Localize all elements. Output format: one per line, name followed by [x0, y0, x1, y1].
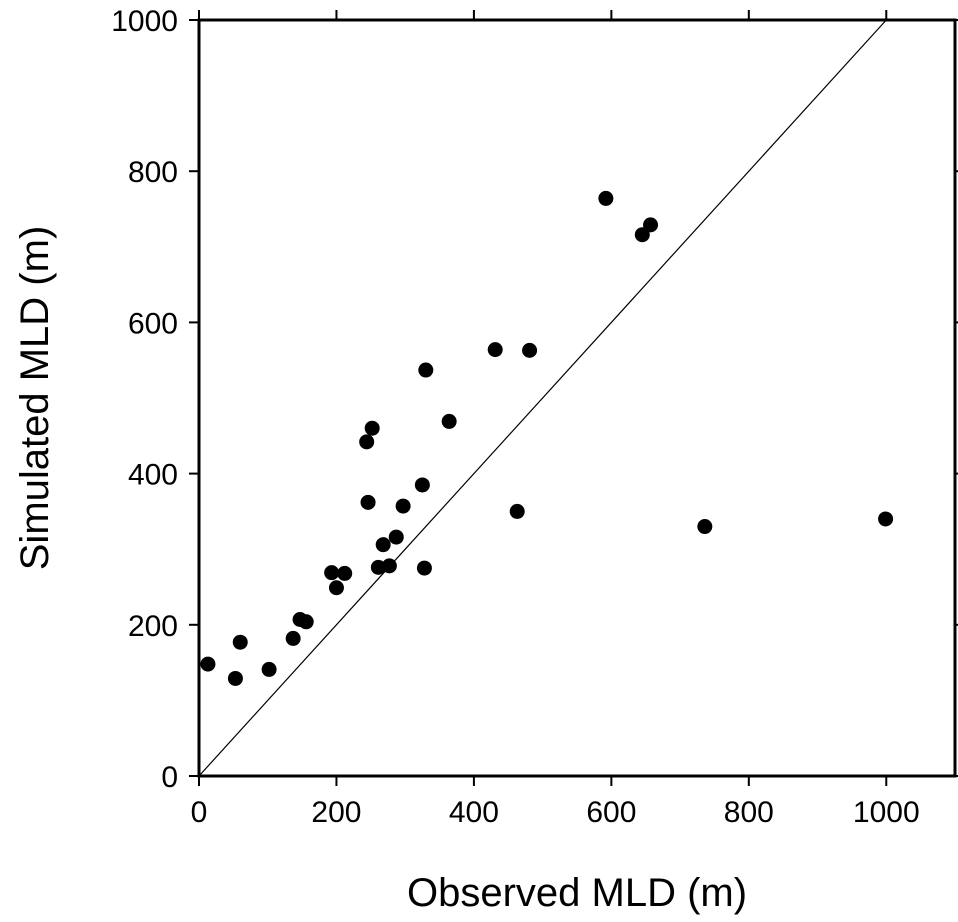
data-point: [388, 529, 404, 545]
data-point: [227, 670, 243, 686]
data-point: [416, 560, 432, 576]
y-tick-label: 200: [128, 610, 178, 643]
data-point: [634, 227, 650, 243]
x-tick-label: 400: [449, 796, 499, 829]
one-to-one-line: [198, 19, 887, 777]
y-tick-label: 0: [161, 761, 178, 794]
data-point: [395, 498, 411, 514]
data-point: [487, 342, 503, 358]
data-point: [414, 477, 430, 493]
data-point: [324, 565, 340, 581]
data-point: [697, 519, 713, 535]
data-point: [643, 217, 659, 233]
data-point: [509, 503, 525, 519]
data-point: [418, 362, 434, 378]
x-axis-title: Observed MLD (m): [407, 871, 747, 915]
x-tick-label: 0: [191, 796, 208, 829]
data-point: [261, 661, 277, 677]
data-point: [441, 413, 457, 429]
x-tick-label: 800: [724, 796, 774, 829]
y-tick-label: 400: [128, 459, 178, 492]
y-axis-title: Simulated MLD (m): [13, 226, 57, 571]
data-point: [359, 434, 375, 450]
plot-frame: [197, 18, 957, 778]
y-tick-label: 600: [128, 307, 178, 340]
x-tick-label: 1000: [853, 796, 920, 829]
x-tick-label: 600: [586, 796, 636, 829]
y-tick-label: 1000: [111, 5, 178, 38]
data-point: [364, 420, 380, 436]
data-point: [522, 342, 538, 358]
data-point: [298, 614, 314, 630]
data-point: [598, 190, 614, 206]
data-point: [337, 565, 353, 581]
data-point: [328, 580, 344, 596]
x-tick-label: 200: [311, 796, 361, 829]
y-tick-label: 800: [128, 156, 178, 189]
data-point: [232, 634, 248, 650]
data-point: [360, 494, 376, 510]
data-point: [381, 558, 397, 574]
data-point: [878, 511, 894, 527]
data-point: [285, 630, 301, 646]
data-point: [375, 537, 391, 553]
data-point: [370, 559, 386, 575]
data-point: [200, 656, 216, 672]
